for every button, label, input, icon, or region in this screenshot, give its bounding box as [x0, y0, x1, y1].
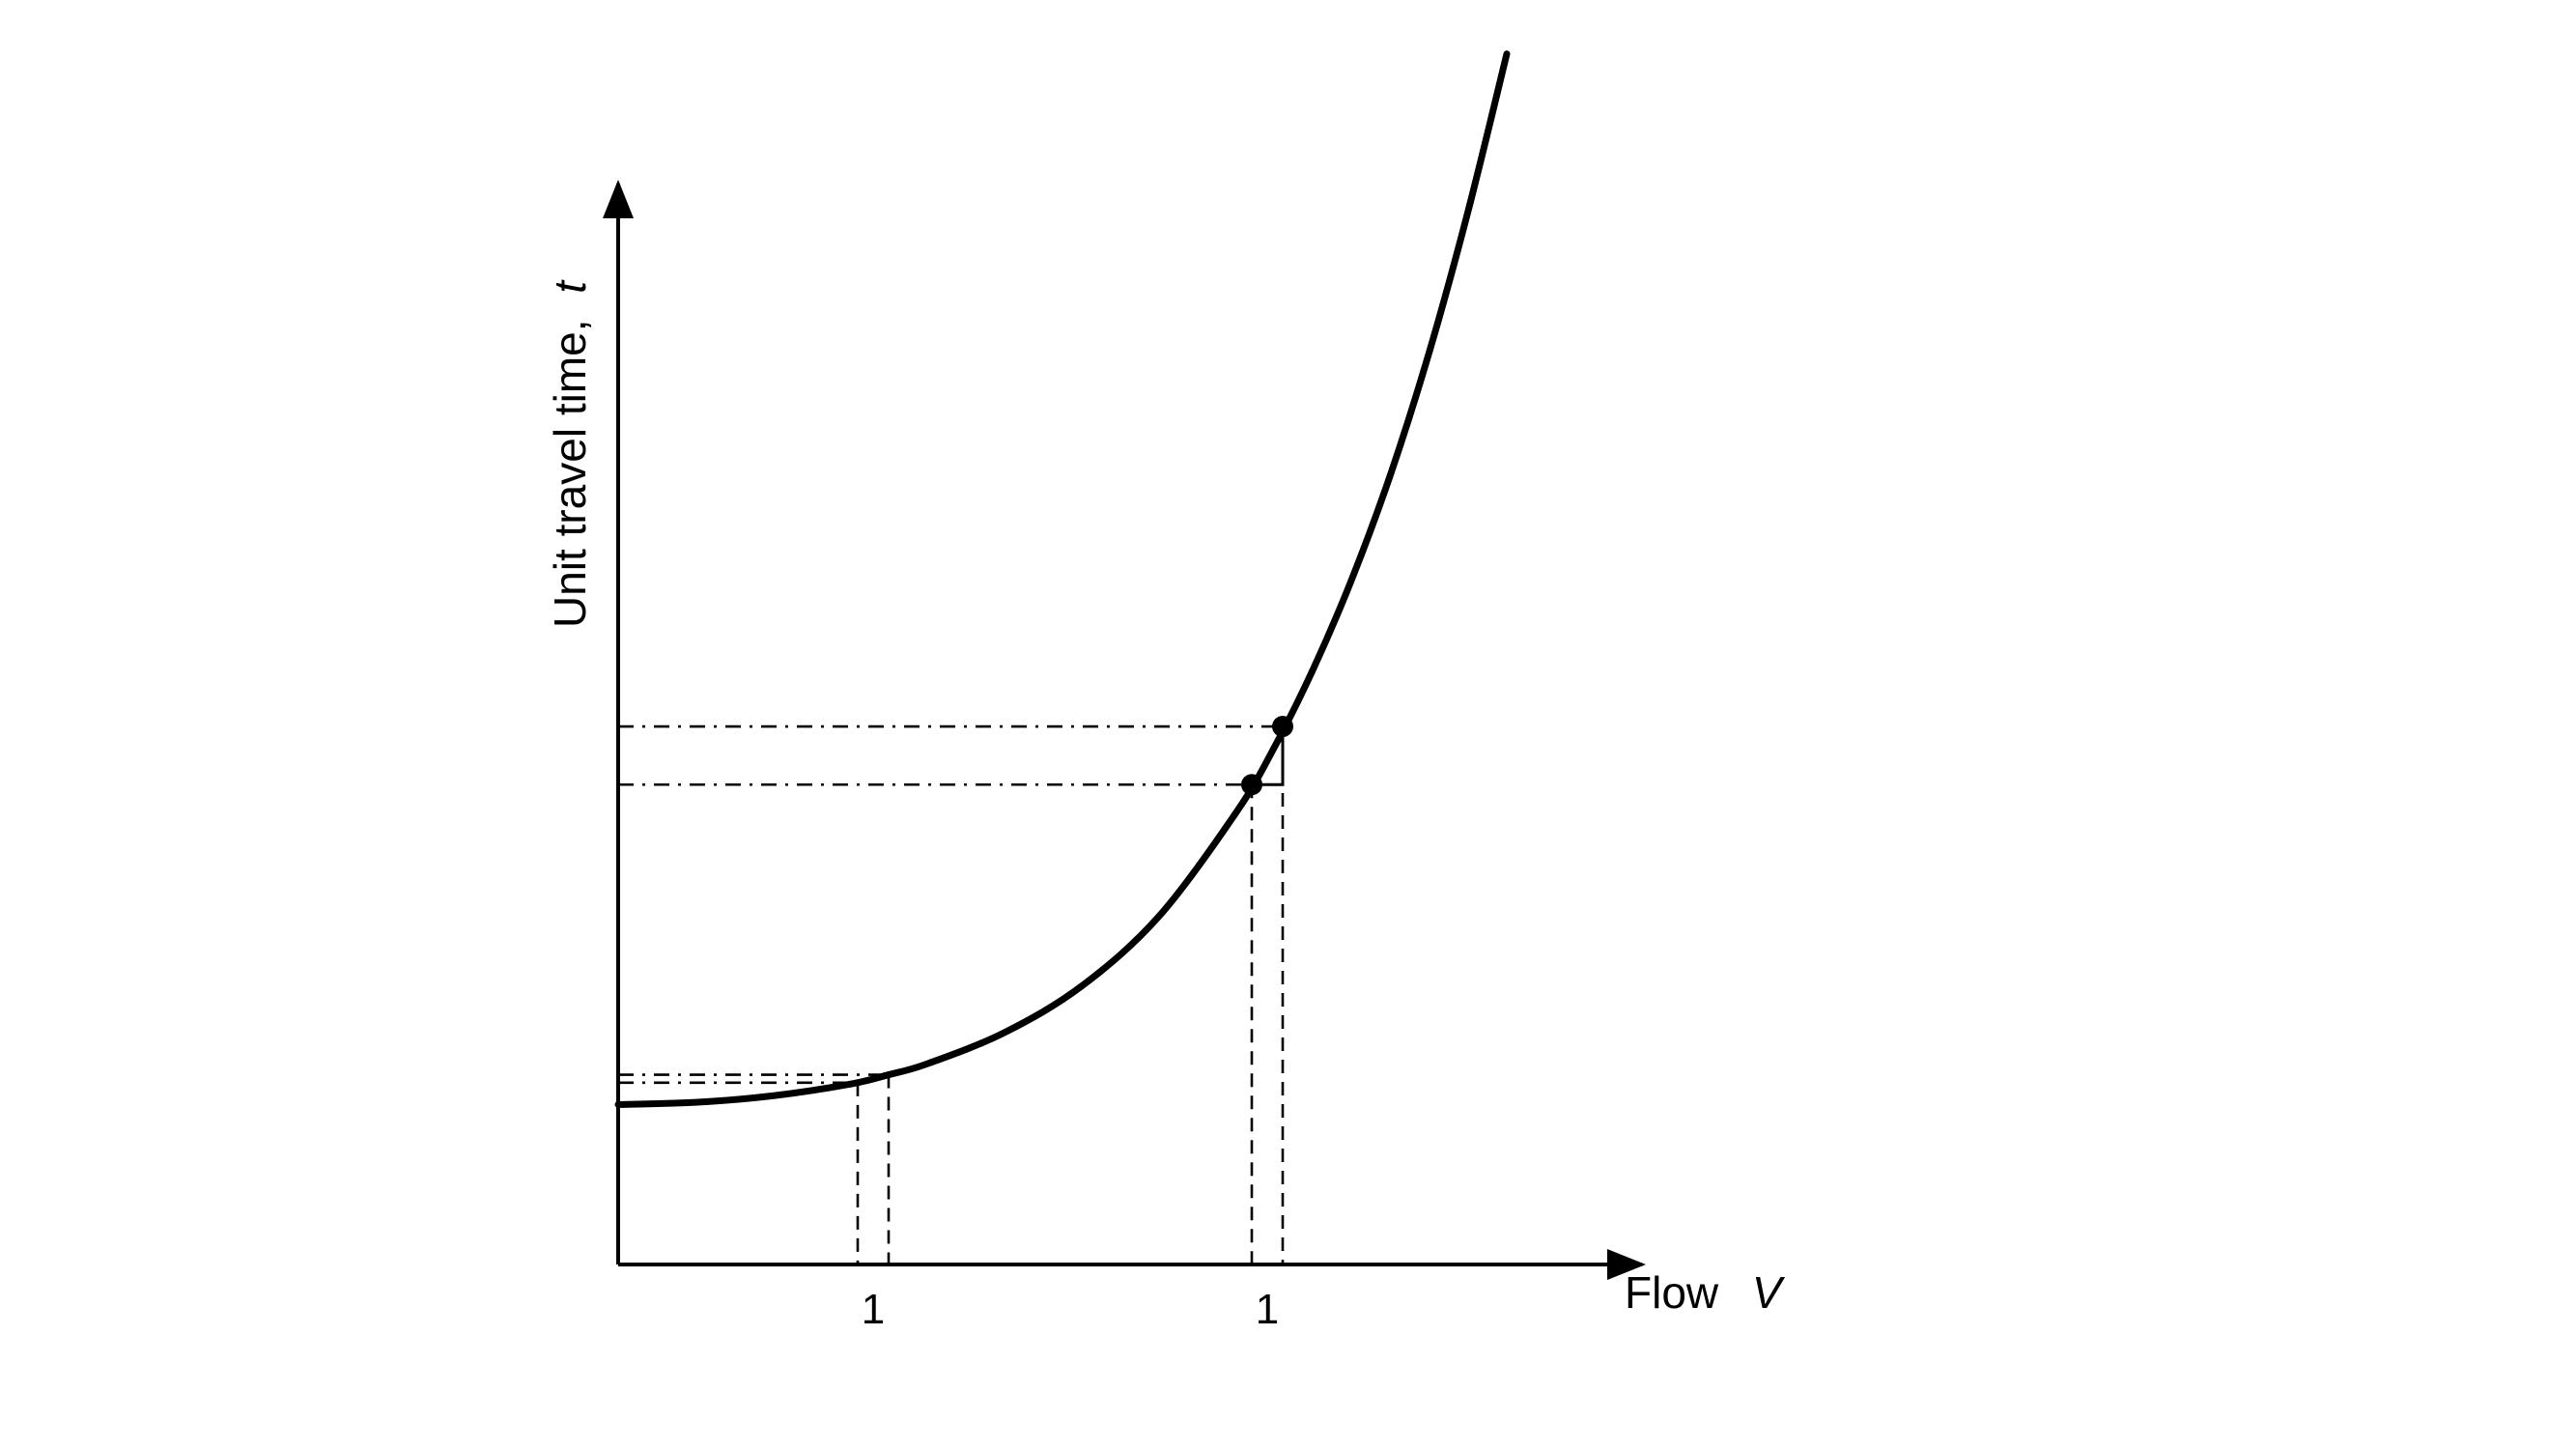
travel-time-curve: [614, 50, 1511, 1108]
x-tick-label-2: 1: [1256, 1286, 1279, 1333]
data-points: [1241, 716, 1293, 796]
curve-point-upper: [1272, 716, 1293, 738]
x-axis-title: Flow V: [1625, 1267, 1786, 1318]
x-axis-label: Flow: [1625, 1267, 1719, 1318]
y-axis-title: Unit travel time, t: [545, 279, 595, 628]
y-axis-label: Unit travel time,: [545, 319, 595, 628]
y-axis-symbol: t: [545, 279, 595, 294]
guide-lines: [618, 724, 1285, 1264]
x-tick-label-1: 1: [862, 1286, 885, 1333]
curve-point-lower: [1241, 774, 1262, 796]
x-axis-symbol: V: [1752, 1267, 1786, 1318]
